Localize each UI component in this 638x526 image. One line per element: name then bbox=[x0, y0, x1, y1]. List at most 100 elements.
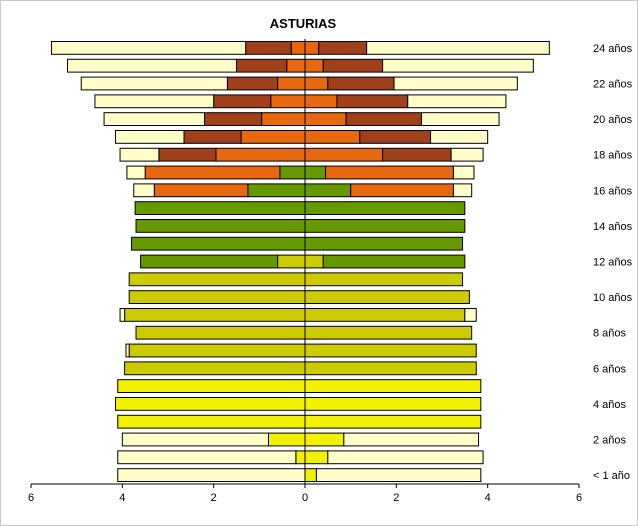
bar-left-age-20-seg-0 bbox=[261, 112, 306, 127]
bar-left-age-10-seg-0 bbox=[128, 290, 306, 305]
x-tick-label: 0 bbox=[302, 492, 308, 504]
bar-right-age-20-seg-1 bbox=[345, 112, 422, 127]
bar-right-age-0-seg-1 bbox=[315, 468, 482, 483]
y-tick-label: 16 años bbox=[593, 185, 633, 197]
x-tick-label: 4 bbox=[485, 492, 491, 504]
bar-right-age-20-seg-2 bbox=[420, 112, 500, 127]
bar-left-age-23-seg-0 bbox=[286, 58, 306, 73]
chart-title: ASTURIAS bbox=[270, 16, 337, 31]
bar-right-age-16-seg-0 bbox=[304, 183, 352, 198]
bar-right-age-18-seg-2 bbox=[450, 147, 484, 162]
bar-left-age-15-seg-0 bbox=[134, 201, 306, 216]
bar-left-age-21-seg-2 bbox=[94, 94, 215, 109]
y-tick-label: 2 años bbox=[593, 435, 627, 447]
bar-right-age-5-seg-0 bbox=[304, 379, 482, 394]
bar-left-age-9-seg-0 bbox=[124, 307, 306, 322]
bar-right-age-24-seg-2 bbox=[366, 40, 550, 55]
y-tick-label: 22 años bbox=[593, 79, 633, 91]
bar-left-age-5-seg-0 bbox=[117, 379, 306, 394]
bar-right-age-24-seg-1 bbox=[318, 40, 368, 55]
bar-right-age-2-seg-0 bbox=[304, 432, 345, 447]
bar-left-age-17-seg-1 bbox=[144, 165, 281, 180]
y-tick-label: < 1 año bbox=[593, 470, 630, 482]
bar-left-age-19-seg-1 bbox=[183, 129, 242, 144]
bar-right-age-18-seg-1 bbox=[382, 147, 452, 162]
bar-right-age-21-seg-1 bbox=[336, 94, 409, 109]
x-tick-label: 2 bbox=[393, 492, 399, 504]
bar-left-age-16-seg-1 bbox=[153, 183, 249, 198]
y-tick-label: 12 años bbox=[593, 257, 633, 269]
bar-right-age-23-seg-2 bbox=[382, 58, 534, 73]
y-tick-label: 18 años bbox=[593, 150, 633, 162]
bar-left-age-3-seg-0 bbox=[117, 414, 306, 429]
bar-right-age-0-seg-0 bbox=[304, 468, 317, 483]
bar-right-age-24-seg-0 bbox=[304, 40, 320, 55]
y-tick-label: 4 años bbox=[593, 399, 627, 411]
bar-left-age-23-seg-2 bbox=[67, 58, 237, 73]
bar-right-age-16-seg-1 bbox=[350, 183, 454, 198]
bar-left-age-17-seg-2 bbox=[126, 165, 146, 180]
bar-right-age-19-seg-1 bbox=[359, 129, 432, 144]
bar-left-age-2-seg-0 bbox=[267, 432, 306, 447]
bar-left-age-19-seg-2 bbox=[114, 129, 185, 144]
bar-right-age-13-seg-0 bbox=[304, 236, 464, 251]
bar-right-age-17-seg-2 bbox=[452, 165, 475, 180]
bar-right-age-21-seg-0 bbox=[304, 94, 338, 109]
bar-right-age-18-seg-0 bbox=[304, 147, 384, 162]
bar-right-age-22-seg-1 bbox=[327, 76, 395, 91]
y-tick-label: 20 años bbox=[593, 114, 633, 126]
bars-group bbox=[51, 40, 550, 483]
y-tick-label: 8 años bbox=[593, 328, 627, 340]
bar-left-age-21-seg-1 bbox=[213, 94, 272, 109]
bar-left-age-8-seg-0 bbox=[135, 325, 306, 340]
bar-right-age-1-seg-0 bbox=[304, 450, 329, 465]
bar-left-age-4-seg-0 bbox=[114, 396, 306, 411]
bar-left-age-2-seg-1 bbox=[121, 432, 269, 447]
bar-left-age-13-seg-0 bbox=[130, 236, 306, 251]
bar-left-age-12-seg-1 bbox=[140, 254, 279, 269]
bar-right-age-15-seg-0 bbox=[304, 201, 466, 216]
bar-left-age-24-seg-1 bbox=[245, 40, 292, 55]
bar-right-age-9-seg-0 bbox=[304, 307, 466, 322]
bar-left-age-16-seg-0 bbox=[247, 183, 306, 198]
bar-left-age-7-seg-1 bbox=[125, 343, 130, 358]
bar-right-age-8-seg-0 bbox=[304, 325, 473, 340]
bar-right-age-2-seg-1 bbox=[343, 432, 480, 447]
bar-right-age-22-seg-2 bbox=[393, 76, 518, 91]
bar-left-age-12-seg-0 bbox=[277, 254, 306, 269]
bar-right-age-12-seg-1 bbox=[322, 254, 466, 269]
bar-right-age-21-seg-2 bbox=[407, 94, 507, 109]
bar-left-age-16-seg-2 bbox=[133, 183, 155, 198]
bar-left-age-0-seg-0 bbox=[117, 468, 306, 483]
bar-left-age-7-seg-0 bbox=[128, 343, 306, 358]
bar-right-age-11-seg-0 bbox=[304, 272, 464, 287]
bar-right-age-19-seg-0 bbox=[304, 129, 361, 144]
bar-left-age-20-seg-1 bbox=[204, 112, 263, 127]
bar-right-age-17-seg-0 bbox=[304, 165, 327, 180]
bar-right-age-1-seg-1 bbox=[327, 450, 484, 465]
bar-left-age-6-seg-0 bbox=[124, 361, 306, 376]
y-tick-label: 24 años bbox=[593, 43, 633, 55]
bar-right-age-22-seg-0 bbox=[304, 76, 329, 91]
bar-left-age-18-seg-0 bbox=[215, 147, 306, 162]
bar-right-age-12-seg-0 bbox=[304, 254, 324, 269]
bar-right-age-17-seg-1 bbox=[325, 165, 454, 180]
bar-left-age-22-seg-1 bbox=[226, 76, 279, 91]
bar-left-age-20-seg-2 bbox=[103, 112, 206, 127]
bar-right-age-10-seg-0 bbox=[304, 290, 470, 305]
bar-right-age-16-seg-2 bbox=[452, 183, 473, 198]
bar-left-age-21-seg-0 bbox=[270, 94, 306, 109]
bar-left-age-24-seg-0 bbox=[290, 40, 306, 55]
bar-right-age-14-seg-0 bbox=[304, 218, 466, 233]
bar-right-age-23-seg-0 bbox=[304, 58, 324, 73]
bar-left-age-14-seg-0 bbox=[135, 218, 306, 233]
bar-right-age-23-seg-1 bbox=[322, 58, 384, 73]
bar-right-age-3-seg-0 bbox=[304, 414, 482, 429]
x-tick-label: 6 bbox=[28, 492, 34, 504]
bar-left-age-9-seg-1 bbox=[119, 307, 126, 322]
bar-left-age-17-seg-0 bbox=[279, 165, 306, 180]
bar-left-age-22-seg-2 bbox=[80, 76, 228, 91]
bar-right-age-20-seg-0 bbox=[304, 112, 347, 127]
